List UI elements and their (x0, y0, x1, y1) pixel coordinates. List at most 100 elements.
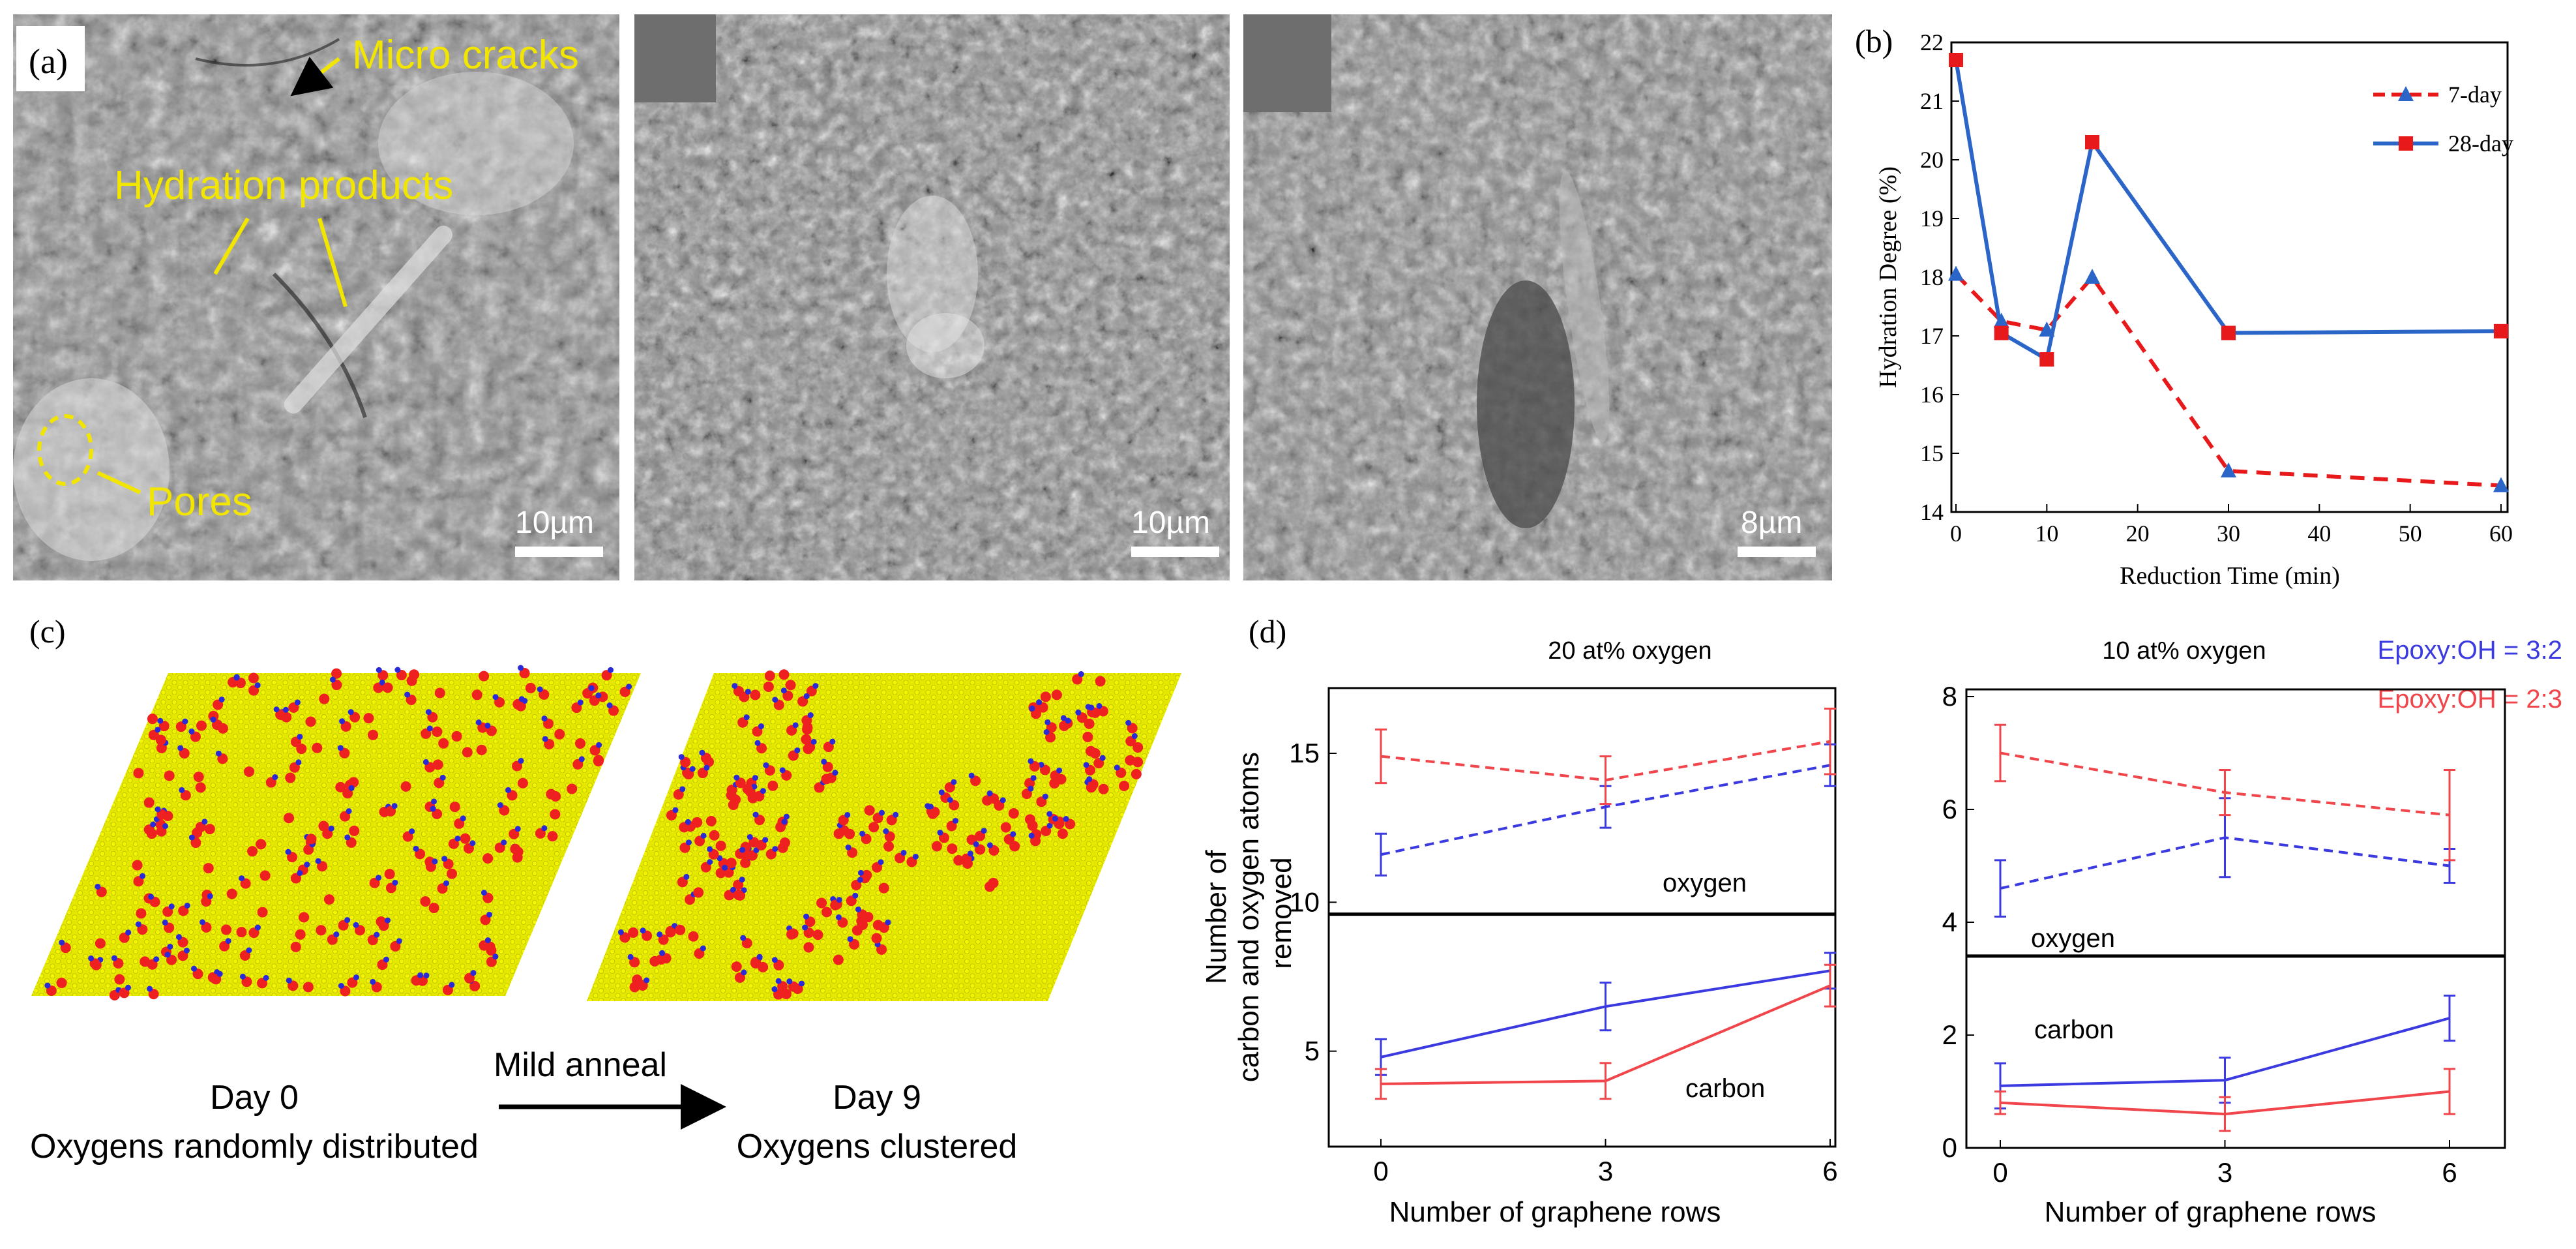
day0-hydrogen (578, 756, 585, 762)
day0-hydrogen (286, 977, 292, 984)
x-tick-label: 60 (2489, 520, 2513, 547)
day0-hydrogen (111, 955, 117, 961)
day0-oxygen (236, 927, 247, 938)
day0-hydrogen (175, 934, 182, 941)
marker-7-day (2221, 462, 2236, 477)
day9-hydrogen (1046, 811, 1053, 817)
panel-c: (c) Day 0 Oxygens randomly distributed M… (29, 613, 1181, 1166)
panel-a-label: (a) (29, 42, 68, 81)
chart-d2-xlabel: Number of graphene rows (2045, 1196, 2376, 1228)
legend-label-28-day: 28-day (2448, 130, 2513, 157)
day0-hydrogen (225, 938, 231, 944)
x-tick-label: 0 (1950, 520, 1962, 547)
day0-oxygen (303, 982, 314, 993)
day9-hydrogen (752, 811, 759, 818)
day9-hydrogen (743, 714, 750, 721)
day0-hydrogen (374, 931, 380, 938)
day0-hydrogen (606, 702, 613, 709)
day0-hydrogen (294, 699, 301, 706)
day0-oxygen (290, 941, 301, 952)
day9-hydrogen (783, 813, 790, 820)
day9-hydrogen (741, 887, 747, 894)
day0-hydrogen (626, 684, 632, 690)
day0-oxygen (384, 869, 395, 880)
day9-oxygen (733, 890, 744, 901)
day9-hydrogen (953, 817, 959, 824)
day9-hydrogen (754, 740, 761, 746)
day0-hydrogen (394, 667, 401, 673)
day9-oxygen (1008, 808, 1019, 819)
day0-oxygen (133, 768, 144, 779)
day9-oxygen (878, 882, 889, 894)
day0-hydrogen (518, 757, 524, 764)
day9-oxygen (763, 681, 774, 692)
day0-hydrogen (396, 938, 402, 944)
x-tick-label: 0 (1373, 1156, 1388, 1186)
day9-oxygen (764, 670, 775, 682)
day9-hydrogen (739, 877, 745, 883)
day9-hydrogen (844, 811, 851, 818)
day0-hydrogen (392, 879, 398, 886)
day9-hydrogen (685, 839, 692, 846)
day0-hydrogen (164, 952, 171, 958)
day0-oxygen (204, 824, 215, 835)
day0-hydrogen (484, 937, 491, 944)
day0-oxygen (434, 687, 445, 699)
day0-hydrogen (596, 742, 602, 748)
hydration-products-arrow-2 (318, 218, 348, 307)
day0-oxygen (368, 729, 379, 740)
day9-hydrogen (747, 834, 753, 840)
day0-hydrogen (135, 921, 141, 927)
day0-hydrogen (422, 759, 429, 765)
day0-oxygen (316, 925, 327, 936)
day0-hydrogen (182, 718, 188, 725)
day0-hydrogen (370, 978, 376, 985)
day9-oxygen (801, 734, 812, 745)
day9-hydrogen (852, 892, 859, 899)
day9-hydrogen (730, 886, 736, 893)
day0-oxygen (593, 756, 604, 767)
day9-hydrogen (1063, 816, 1069, 822)
marker-7-day (1948, 265, 1964, 281)
day9-hydrogen (1099, 755, 1106, 761)
day9-hydrogen (678, 754, 685, 760)
day9-hydrogen (771, 986, 778, 993)
chart-d1-oxygen-label: oxygen (1663, 869, 1747, 897)
day0-hydrogen (426, 725, 433, 732)
day0-oxygen (554, 729, 565, 740)
day0-hydrogen (210, 716, 216, 723)
y-tick-label: 14 (1920, 499, 1944, 525)
day0-hydrogen (492, 954, 499, 960)
day0-oxygen (476, 744, 487, 755)
day9-hydrogen (1096, 702, 1103, 709)
day0-oxygen (420, 896, 431, 907)
day9-hydrogen (879, 809, 885, 816)
day0-oxygen (460, 833, 471, 844)
panel-c-label: (c) (29, 613, 66, 650)
marker-7-day (2493, 477, 2509, 492)
day0-hydrogen (404, 691, 411, 698)
sem-image-3 (1243, 14, 1832, 580)
day9-hydrogen (968, 772, 975, 779)
day0-hydrogen (481, 890, 487, 896)
day0-oxygen (517, 777, 528, 789)
day0-hydrogen (304, 862, 310, 868)
day9-hydrogen (803, 913, 809, 920)
day0-hydrogen (588, 685, 595, 691)
day9-oxygen (883, 841, 895, 852)
day9-hydrogen (836, 897, 842, 903)
sem-image-1 (13, 14, 619, 580)
day0-hydrogen (315, 858, 321, 864)
day9-hydrogen (1052, 815, 1058, 822)
day0-oxygen (319, 693, 330, 704)
day9-hydrogen (707, 859, 713, 865)
day9-hydrogen (745, 688, 751, 695)
day0-hydrogen (59, 939, 65, 946)
y-tick-label: 6 (1942, 794, 1957, 824)
day0-oxygen (567, 783, 578, 794)
day9-oxygen (1132, 757, 1143, 768)
day0-oxygen (447, 868, 458, 879)
day9-oxygen (730, 794, 741, 805)
sem-image-2 (634, 14, 1230, 580)
marker-28-day (2221, 325, 2236, 340)
